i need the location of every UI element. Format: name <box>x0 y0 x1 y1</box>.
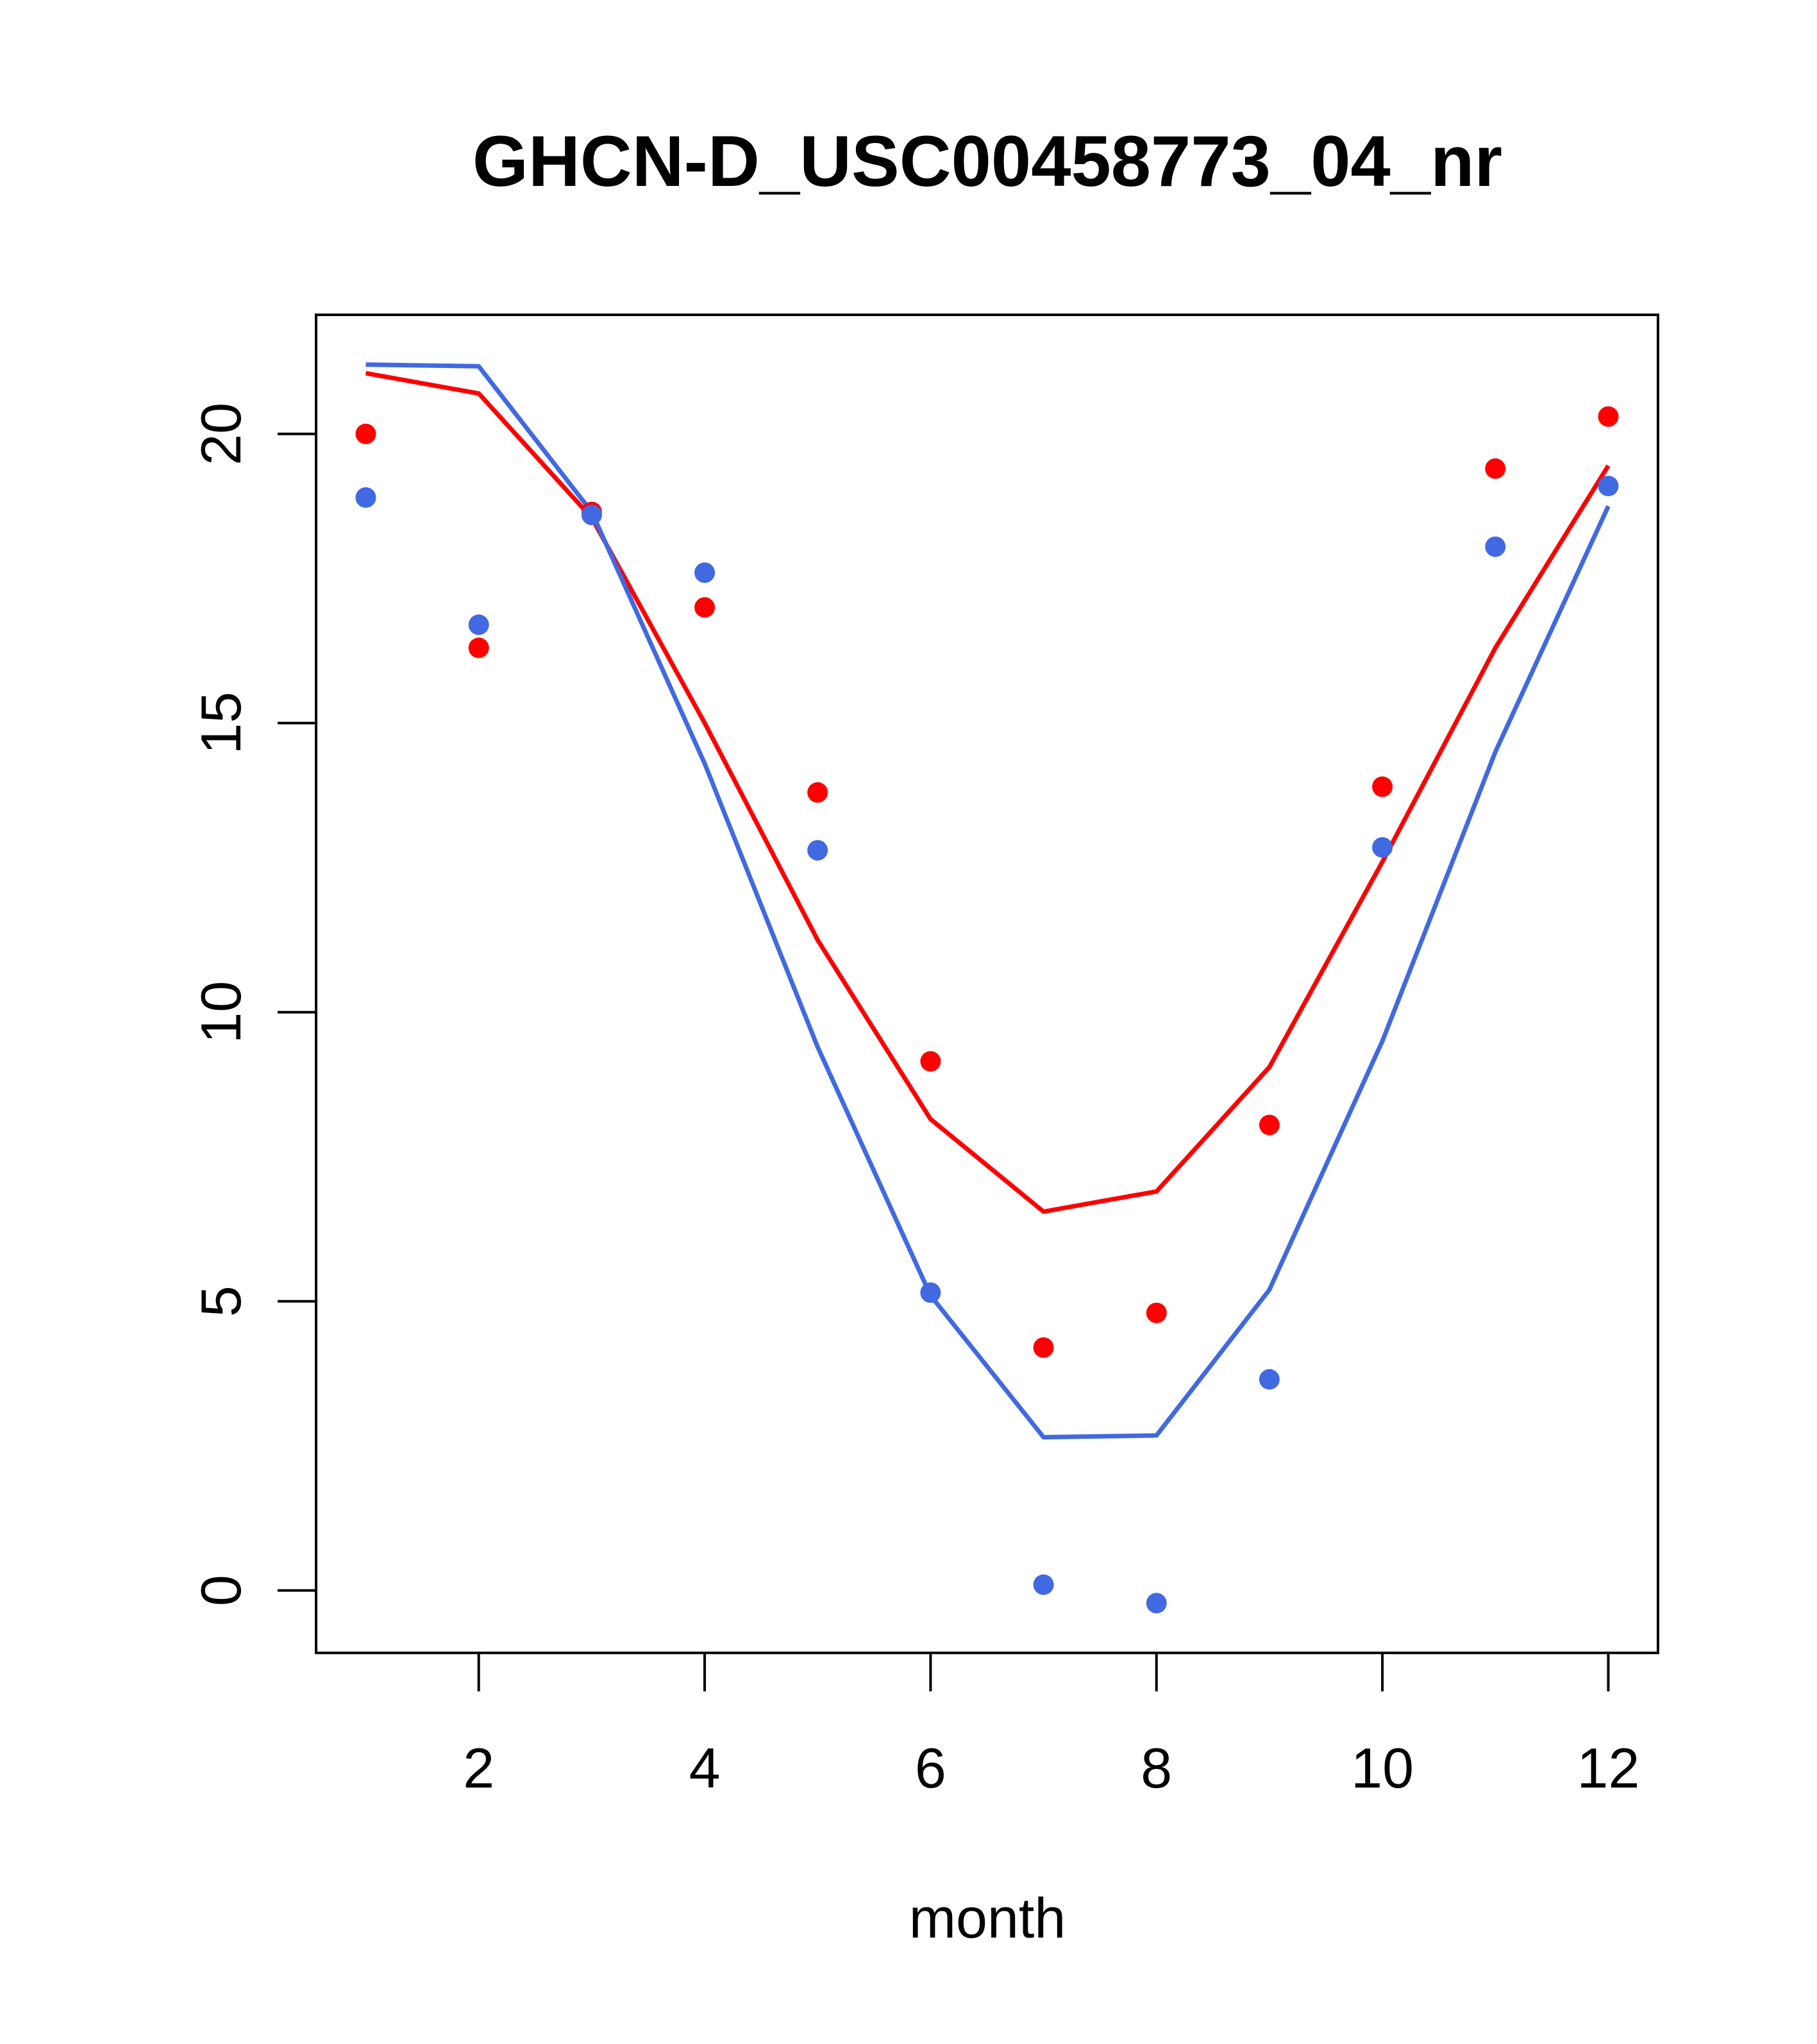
x-tick-label: 10 <box>1351 1736 1414 1800</box>
y-tick-label: 5 <box>189 1286 253 1317</box>
y-axis: 0 5 10 15 20 <box>189 403 317 1606</box>
red-points-point <box>807 782 828 803</box>
x-tick-label: 6 <box>915 1736 946 1800</box>
red-points-point <box>355 423 376 444</box>
red-points-point <box>1259 1114 1280 1135</box>
blue-points-point <box>355 487 376 508</box>
x-tick-label: 4 <box>689 1736 721 1800</box>
red-points-point <box>468 637 489 658</box>
x-tick-label: 12 <box>1577 1736 1640 1800</box>
blue-points-point <box>1033 1574 1054 1595</box>
red-points-point <box>1485 458 1506 479</box>
x-axis: 2 4 6 8 10 12 <box>463 1652 1640 1800</box>
blue-line <box>365 362 1611 1440</box>
red-points-point <box>1033 1337 1054 1358</box>
blue-points-point <box>1598 476 1619 496</box>
blue-points-point <box>1146 1593 1167 1614</box>
chart-title: GHCN-D_USC00458773_04_nr <box>473 121 1502 201</box>
red-points-point <box>920 1051 941 1072</box>
blue-points-point <box>920 1282 941 1303</box>
red-points-point <box>1372 776 1393 797</box>
blue-points-point <box>694 562 716 583</box>
x-tick-label: 2 <box>463 1736 494 1800</box>
y-tick-label: 0 <box>189 1575 253 1606</box>
red-line <box>365 371 1611 1214</box>
x-axis-label: month <box>909 1886 1066 1950</box>
y-tick-label: 10 <box>189 981 253 1044</box>
series-layer <box>355 362 1619 1614</box>
blue-points-point <box>1259 1369 1280 1390</box>
red-points-point <box>694 597 716 618</box>
blue-points-point <box>807 840 828 861</box>
red-points-point <box>1598 406 1619 427</box>
x-tick-label: 8 <box>1141 1736 1172 1800</box>
red-points-point <box>1146 1302 1167 1323</box>
y-tick-label: 20 <box>189 403 253 465</box>
blue-points-point <box>1485 536 1506 557</box>
blue-points-point <box>581 505 602 526</box>
plot-frame <box>315 314 1659 1654</box>
blue-points-point <box>468 614 489 635</box>
blue-points-point <box>1372 837 1393 858</box>
y-tick-label: 15 <box>189 692 253 755</box>
